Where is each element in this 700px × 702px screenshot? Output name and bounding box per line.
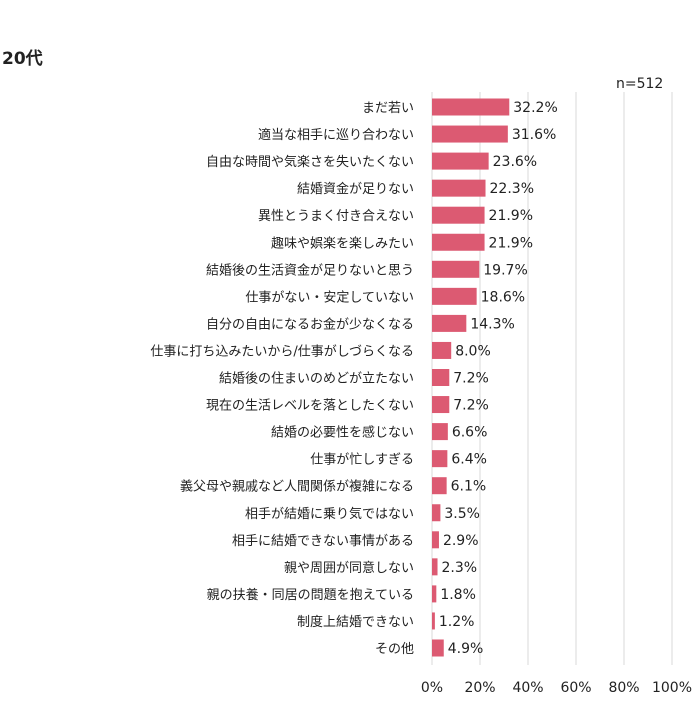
value-label: 23.6%: [493, 154, 537, 170]
value-label: 6.6%: [452, 425, 488, 441]
category-label: 結婚後の生活資金が足りないと思う: [206, 262, 414, 278]
category-label: 親の扶養・同居の問題を抱えている: [207, 587, 414, 603]
bar: [432, 558, 438, 576]
value-label: 2.9%: [443, 533, 479, 549]
bar: [432, 396, 450, 414]
x-tick-label: 80%: [608, 680, 639, 696]
bar: [432, 125, 508, 143]
value-label: 22.3%: [490, 181, 534, 197]
category-label: 結婚資金が足りない: [297, 181, 414, 197]
bar: [432, 314, 467, 332]
value-label: 6.1%: [451, 479, 487, 495]
value-labels: 32.2% 31.6% 23.6% 22.3% 21.9% 21.9% 19.7% 18.6%…: [439, 100, 558, 657]
value-label: 4.9%: [448, 641, 484, 657]
bar: [432, 477, 447, 495]
x-tick-label: 20%: [464, 680, 495, 696]
bar: [432, 152, 489, 170]
category-label: 仕事に打ち込みたいから/仕事がしづらくなる: [150, 344, 414, 359]
bar: [432, 450, 448, 468]
x-tick-label: 0%: [421, 680, 443, 696]
bar: [432, 98, 510, 116]
value-label: 3.5%: [444, 506, 480, 522]
value-label: 7.2%: [453, 398, 489, 414]
bar: [432, 206, 485, 224]
sample-size-label: n=512: [616, 76, 664, 92]
category-label: 仕事がない・安定していない: [245, 290, 414, 305]
value-label: 19.7%: [483, 262, 527, 278]
category-label: 結婚の必要性を感じない: [271, 425, 414, 441]
x-tick-label: 60%: [560, 680, 591, 696]
category-label: 親や周囲が同意しない: [284, 560, 414, 576]
category-label: 制度上結婚できない: [297, 614, 414, 630]
bar: [432, 287, 477, 305]
category-label: 適当な相手に巡り合わない: [258, 127, 414, 143]
bar: [432, 341, 452, 359]
category-labels: まだ若い適当な相手に巡り合わない自由な時間や気楽さを失いたくない結婚資金が足りな…: [150, 100, 414, 657]
bar: [432, 585, 437, 603]
category-label: 相手が結婚に乗り気ではない: [245, 506, 414, 522]
bar: [432, 531, 439, 549]
chart-title: 20代: [2, 49, 43, 69]
category-label: 義父母や親戚など人間関係が複雑になる: [180, 479, 414, 495]
value-label: 7.2%: [453, 371, 489, 387]
category-label: 結婚後の住まいのめどが立たない: [219, 372, 414, 387]
bar: [432, 179, 486, 197]
value-label: 8.0%: [455, 343, 491, 359]
bar: [432, 423, 448, 441]
category-label: 相手に結婚できない事情がある: [232, 534, 414, 549]
value-label: 32.2%: [513, 100, 557, 116]
x-tick-label: 40%: [512, 680, 543, 696]
category-label: まだ若い: [362, 100, 414, 116]
category-label: 自由な時間や気楽さを失いたくない: [206, 154, 414, 170]
bar: [432, 639, 444, 657]
bar: [432, 369, 450, 386]
category-label: 異性とうまく付き合えない: [258, 209, 414, 224]
category-label: 現在の生活レベルを落としたくない: [206, 399, 414, 414]
bar: [432, 612, 435, 630]
value-label: 6.4%: [451, 452, 487, 468]
value-label: 14.3%: [470, 316, 514, 332]
category-label: 自分の自由になるお金が少なくなる: [206, 316, 414, 332]
value-label: 18.6%: [481, 289, 525, 305]
bar: [432, 233, 485, 251]
value-label: 2.3%: [442, 560, 478, 576]
value-label: 21.9%: [489, 235, 533, 251]
x-tick-label: 100%: [652, 680, 692, 696]
category-label: その他: [375, 642, 414, 657]
category-label: 趣味や娯楽を楽しみたい: [271, 235, 414, 251]
bars: [432, 98, 510, 657]
x-axis-ticks: 0% 20% 40% 60% 80% 100%: [421, 680, 692, 696]
value-label: 31.6%: [512, 127, 556, 143]
category-label: 仕事が忙しすぎる: [310, 453, 414, 468]
value-label: 21.9%: [489, 208, 533, 224]
value-label: 1.8%: [440, 587, 476, 603]
bar: [432, 260, 480, 278]
value-label: 1.2%: [439, 614, 475, 630]
bar: [432, 504, 441, 522]
